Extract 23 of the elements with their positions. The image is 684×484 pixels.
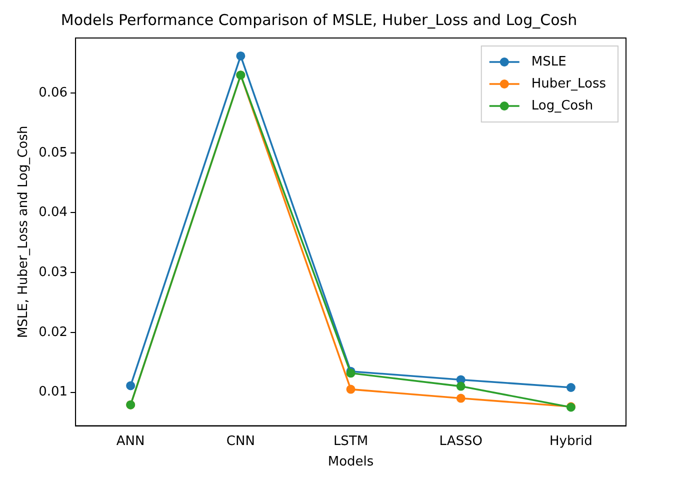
point: [456, 394, 466, 403]
point: [456, 382, 466, 391]
x-axis-title: Models: [328, 454, 374, 470]
point: [236, 51, 246, 60]
y-tick-label: 0.06: [38, 85, 68, 100]
y-tick-label: 0.04: [38, 205, 68, 220]
y-tick-label: 0.05: [38, 145, 68, 160]
x-tick-label: LSTM: [333, 434, 368, 449]
x-tick-label: CNN: [226, 434, 255, 449]
y-tick-label: 0.03: [38, 264, 68, 280]
point: [346, 384, 356, 394]
point: [566, 383, 576, 392]
x-tick-label: Hybrid: [549, 434, 592, 449]
chart-title: Models Performance Comparison of MSLE, Huber_Loss and Log_Cosh: [60, 10, 578, 29]
y-tick-label: 0.01: [38, 384, 68, 400]
y-tick-label: 0.02: [38, 324, 68, 340]
legend-label: Log_Cosh: [531, 98, 594, 114]
point: [126, 381, 136, 390]
legend-label: Huber_Loss: [531, 76, 606, 92]
x-tick-label: LASSO: [439, 434, 482, 449]
y-axis-title: MSLE, Huber_Loss and Log_Cosh: [16, 126, 32, 338]
x-tick-label: ANN: [116, 434, 145, 449]
legend-label: MSLE: [531, 54, 566, 70]
